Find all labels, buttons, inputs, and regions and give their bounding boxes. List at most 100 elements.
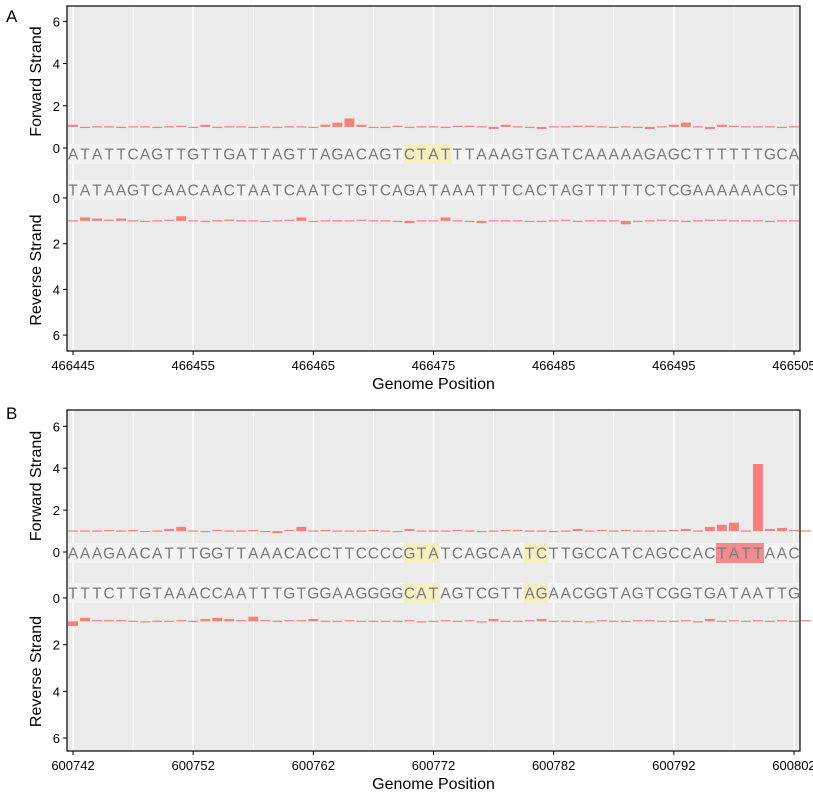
- forward-bar: [488, 530, 499, 532]
- forward-bar: [440, 126, 451, 129]
- forward-base-letter: C: [632, 546, 643, 563]
- forward-base-letter: A: [765, 546, 776, 563]
- forward-base-letter: T: [441, 147, 451, 164]
- forward-base-letter: T: [441, 546, 451, 563]
- reverse-base-letter: A: [741, 586, 752, 603]
- reverse-base-letter: G: [776, 183, 788, 200]
- forward-bar: [200, 124, 211, 127]
- forward-bar: [80, 126, 90, 129]
- y-tick-label-reverse: 2: [53, 638, 60, 653]
- reverse-bar: [368, 620, 379, 622]
- y-axis-title-reverse: Reverse Strand: [28, 616, 45, 727]
- forward-bar: [200, 530, 211, 533]
- reverse-bar: [428, 620, 439, 622]
- y-tick-label-forward: 2: [53, 99, 60, 114]
- forward-base-letter: A: [92, 147, 103, 164]
- forward-bar: [188, 530, 199, 532]
- forward-base-letter: A: [428, 147, 439, 164]
- reverse-base-letter: A: [224, 586, 235, 603]
- forward-base-letter: A: [729, 546, 740, 563]
- forward-base-letter: C: [320, 546, 331, 563]
- reverse-bar: [344, 620, 355, 622]
- reverse-base-letter: G: [283, 586, 295, 603]
- forward-bar: [140, 530, 151, 533]
- forward-bar: [236, 126, 247, 128]
- forward-bar: [392, 125, 403, 127]
- forward-base-letter: T: [717, 546, 727, 563]
- forward-bar: [428, 126, 439, 128]
- reverse-bar: [104, 620, 114, 622]
- reverse-base-letter: G: [379, 586, 391, 603]
- forward-base-letter: T: [104, 147, 114, 164]
- reverse-base-letter: A: [524, 586, 535, 603]
- reverse-bar: [740, 220, 751, 222]
- reverse-base-letter: C: [536, 183, 547, 200]
- forward-bar: [500, 529, 511, 532]
- reverse-base-letter: A: [164, 586, 175, 603]
- reverse-base-letter: C: [656, 586, 667, 603]
- reverse-bar: [164, 620, 175, 622]
- reverse-bar: [500, 620, 511, 622]
- reverse-bar: [80, 617, 90, 622]
- forward-bar: [536, 530, 547, 532]
- reverse-base-letter: C: [764, 183, 775, 200]
- reverse-bar: [644, 620, 655, 622]
- reverse-bar: [500, 220, 511, 222]
- forward-base-letter: A: [296, 546, 307, 563]
- forward-base-letter: A: [597, 147, 608, 164]
- reverse-base-letter: A: [753, 586, 764, 603]
- reverse-bar: [248, 616, 259, 622]
- forward-bar: [789, 126, 799, 128]
- reverse-base-letter: C: [572, 586, 583, 603]
- x-tick-label: 466455: [171, 358, 214, 373]
- forward-base-letter: A: [368, 147, 379, 164]
- forward-bar: [777, 126, 787, 129]
- reverse-base-letter: C: [512, 183, 523, 200]
- reverse-bar: [548, 220, 559, 222]
- reverse-bar: [656, 620, 667, 622]
- reverse-base-letter: G: [391, 586, 403, 603]
- reverse-bar: [272, 220, 283, 222]
- forward-base-letter: G: [764, 147, 776, 164]
- reverse-bar: [344, 220, 355, 222]
- y-tick-label-reverse: 0: [53, 191, 60, 206]
- x-axis-title: Genome Position: [372, 376, 495, 393]
- x-tick-label: 466505: [772, 358, 813, 373]
- forward-bar: [392, 530, 403, 533]
- reverse-bar: [789, 620, 799, 622]
- forward-base-letter: T: [717, 147, 727, 164]
- reverse-bar: [152, 220, 163, 222]
- reverse-base-letter: C: [212, 586, 223, 603]
- forward-base-letter: A: [272, 546, 283, 563]
- reverse-base-letter: A: [176, 586, 187, 603]
- forward-base-letter: T: [561, 147, 571, 164]
- forward-bar: [140, 126, 151, 128]
- forward-base-letter: A: [248, 546, 259, 563]
- reverse-base-letter: A: [212, 183, 223, 200]
- panel-b-chart: BA A A G A A C A T T T G G T T A A A C A C C T T C C C C G T A T C A G C A A T…: [6, 404, 813, 793]
- reverse-base-letter: T: [477, 183, 487, 200]
- forward-base-letter: T: [345, 546, 355, 563]
- reverse-bar: [789, 220, 799, 222]
- forward-bar: [260, 126, 271, 128]
- reverse-base-letter: T: [249, 586, 259, 603]
- forward-bar: [284, 126, 295, 128]
- reverse-base-letter: C: [476, 586, 487, 603]
- forward-bar: [308, 126, 319, 129]
- reverse-bar: [140, 621, 151, 623]
- forward-base-letter: T: [309, 147, 319, 164]
- reverse-base-letter: T: [140, 183, 150, 200]
- forward-bar: [656, 126, 667, 128]
- reverse-bar: [368, 220, 379, 222]
- reverse-bar: [176, 216, 187, 221]
- reverse-base-letter: A: [693, 183, 704, 200]
- forward-base-letter: C: [536, 546, 547, 563]
- y-tick-label-reverse: 4: [53, 684, 60, 699]
- forward-bar: [224, 126, 235, 128]
- forward-base-letter: T: [525, 147, 535, 164]
- reverse-base-letter: T: [585, 183, 595, 200]
- forward-base-letter: A: [68, 546, 79, 563]
- forward-bar: [464, 530, 475, 532]
- forward-bar: [596, 529, 607, 532]
